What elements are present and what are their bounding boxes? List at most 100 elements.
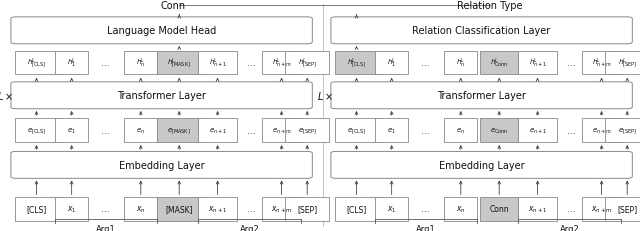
Text: Arg1: Arg1: [97, 224, 116, 231]
Text: $x_1$: $x_1$: [387, 204, 396, 214]
Text: ...: ...: [247, 205, 256, 213]
FancyBboxPatch shape: [444, 119, 477, 142]
FancyBboxPatch shape: [444, 198, 477, 221]
FancyBboxPatch shape: [582, 52, 621, 75]
Text: ...: ...: [567, 205, 576, 213]
FancyBboxPatch shape: [55, 198, 88, 221]
FancyBboxPatch shape: [285, 119, 329, 142]
FancyBboxPatch shape: [375, 52, 408, 75]
Text: $L\times$: $L\times$: [317, 90, 333, 102]
FancyBboxPatch shape: [15, 119, 58, 142]
Text: Transformer Layer: Transformer Layer: [117, 91, 206, 101]
Text: ...: ...: [567, 126, 576, 135]
Text: Embedding Layer: Embedding Layer: [119, 160, 204, 170]
Text: $x_{n+1}$: $x_{n+1}$: [528, 204, 547, 214]
Text: $e_{n+m}$: $e_{n+m}$: [271, 126, 292, 135]
FancyBboxPatch shape: [444, 52, 477, 75]
FancyBboxPatch shape: [262, 198, 301, 221]
Text: $h^L_{\mathrm{[CLS]}}$: $h^L_{\mathrm{[CLS]}}$: [27, 57, 46, 70]
Text: ...: ...: [101, 59, 110, 68]
FancyBboxPatch shape: [55, 52, 88, 75]
FancyBboxPatch shape: [124, 198, 157, 221]
Text: $e_1$: $e_1$: [67, 126, 76, 135]
Text: Relation Classification Layer: Relation Classification Layer: [412, 26, 551, 36]
Text: Transformer Layer: Transformer Layer: [437, 91, 526, 101]
Text: $x_1$: $x_1$: [67, 204, 76, 214]
Text: $h^L_{\mathrm{[MASK]}}$: $h^L_{\mathrm{[MASK]}}$: [167, 57, 191, 70]
FancyBboxPatch shape: [605, 52, 640, 75]
Text: Conn: Conn: [160, 1, 186, 11]
FancyBboxPatch shape: [11, 18, 312, 45]
Text: $x_n$: $x_n$: [136, 204, 146, 214]
Text: $e_{\mathrm{[CLS]}}$: $e_{\mathrm{[CLS]}}$: [27, 126, 46, 135]
FancyBboxPatch shape: [375, 198, 408, 221]
Text: [CLS]: [CLS]: [26, 205, 47, 213]
FancyBboxPatch shape: [480, 52, 518, 75]
Text: $h^L_{\mathrm{Conn}}$: $h^L_{\mathrm{Conn}}$: [490, 57, 509, 70]
Text: ...: ...: [101, 205, 110, 213]
FancyBboxPatch shape: [124, 52, 157, 75]
Text: [CLS]: [CLS]: [346, 205, 367, 213]
Text: $h^L_1$: $h^L_1$: [387, 57, 396, 70]
Text: ...: ...: [567, 59, 576, 68]
Text: [SEP]: [SEP]: [297, 205, 317, 213]
Text: ...: ...: [247, 126, 256, 135]
FancyBboxPatch shape: [582, 119, 621, 142]
FancyBboxPatch shape: [518, 198, 557, 221]
Text: $e_1$: $e_1$: [387, 126, 396, 135]
Text: $e_n$: $e_n$: [136, 126, 145, 135]
Text: $e_{\mathrm{[SEP]}}$: $e_{\mathrm{[SEP]}}$: [298, 126, 317, 135]
FancyBboxPatch shape: [11, 152, 312, 179]
Text: Conn: Conn: [490, 205, 509, 213]
Text: Embedding Layer: Embedding Layer: [439, 160, 524, 170]
Text: $e_{n+1}$: $e_{n+1}$: [529, 126, 547, 135]
FancyBboxPatch shape: [375, 119, 408, 142]
FancyBboxPatch shape: [582, 198, 621, 221]
FancyBboxPatch shape: [335, 119, 378, 142]
FancyBboxPatch shape: [198, 198, 237, 221]
Text: $e_{\mathrm{[CLS]}}$: $e_{\mathrm{[CLS]}}$: [347, 126, 366, 135]
FancyBboxPatch shape: [331, 18, 632, 45]
Text: $x_n$: $x_n$: [456, 204, 466, 214]
FancyBboxPatch shape: [11, 82, 312, 109]
FancyBboxPatch shape: [285, 198, 329, 221]
Text: $h^L_{n+m}$: $h^L_{n+m}$: [591, 57, 612, 70]
FancyBboxPatch shape: [15, 52, 58, 75]
FancyBboxPatch shape: [262, 52, 301, 75]
Text: $h^L_{n+m}$: $h^L_{n+m}$: [271, 57, 292, 70]
Text: $e_{n+1}$: $e_{n+1}$: [209, 126, 227, 135]
Text: $x_{n+m}$: $x_{n+m}$: [591, 204, 612, 214]
FancyBboxPatch shape: [605, 119, 640, 142]
FancyBboxPatch shape: [198, 52, 237, 75]
FancyBboxPatch shape: [480, 198, 518, 221]
Text: $e_n$: $e_n$: [456, 126, 465, 135]
Text: ...: ...: [101, 126, 110, 135]
Text: $h^L_1$: $h^L_1$: [67, 57, 76, 70]
Text: $h^L_n$: $h^L_n$: [136, 57, 145, 70]
Text: $h^L_{n+1}$: $h^L_{n+1}$: [209, 57, 227, 70]
FancyBboxPatch shape: [335, 52, 378, 75]
FancyBboxPatch shape: [480, 119, 518, 142]
Text: $h^L_{\mathrm{[SEP]}}$: $h^L_{\mathrm{[SEP]}}$: [618, 57, 637, 70]
Text: Relation Type: Relation Type: [457, 1, 522, 11]
Text: $e_{\mathrm{[SEP]}}$: $e_{\mathrm{[SEP]}}$: [618, 126, 637, 135]
FancyBboxPatch shape: [157, 52, 201, 75]
FancyBboxPatch shape: [335, 198, 378, 221]
FancyBboxPatch shape: [124, 119, 157, 142]
Text: ...: ...: [421, 59, 430, 68]
FancyBboxPatch shape: [285, 52, 329, 75]
FancyBboxPatch shape: [55, 119, 88, 142]
Text: [SEP]: [SEP]: [617, 205, 637, 213]
FancyBboxPatch shape: [518, 52, 557, 75]
Text: Language Model Head: Language Model Head: [107, 26, 216, 36]
Text: ...: ...: [421, 126, 430, 135]
Text: $h^L_{\mathrm{[SEP]}}$: $h^L_{\mathrm{[SEP]}}$: [298, 57, 317, 70]
Text: $h^L_{\mathrm{[CLS]}}$: $h^L_{\mathrm{[CLS]}}$: [347, 57, 366, 70]
FancyBboxPatch shape: [157, 119, 201, 142]
FancyBboxPatch shape: [157, 198, 201, 221]
FancyBboxPatch shape: [518, 119, 557, 142]
Text: $e_{n+m}$: $e_{n+m}$: [591, 126, 612, 135]
FancyBboxPatch shape: [15, 198, 58, 221]
Text: $x_{n+1}$: $x_{n+1}$: [208, 204, 227, 214]
Text: Arg1: Arg1: [417, 224, 436, 231]
